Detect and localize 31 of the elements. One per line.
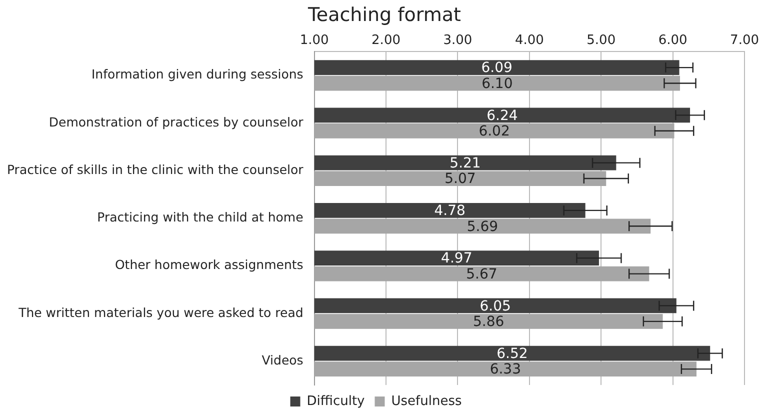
y-tick-label: Demonstration of practices by counselor [48, 114, 304, 130]
data-label: 6.05 [480, 298, 511, 314]
y-tick-label: The written materials you were asked to read [18, 304, 304, 320]
y-tick-label: Information given during sessions [91, 66, 304, 82]
data-label: 6.52 [496, 346, 528, 362]
y-tick-label: Videos [262, 352, 304, 368]
legend-label: Difficulty [306, 394, 366, 409]
data-label: 5.67 [466, 266, 498, 282]
data-label: 4.78 [434, 203, 466, 220]
data-label: 6.33 [490, 362, 521, 378]
y-tick-label: Practice of skills in the clinic with the counselor [6, 162, 304, 177]
data-label: 6.02 [478, 124, 510, 140]
data-label: 6.09 [481, 60, 512, 76]
x-tick-label: 7.00 [730, 33, 760, 48]
x-tick-label: 2.00 [372, 33, 400, 48]
x-tick-label: 5.00 [586, 33, 616, 48]
x-tick-label: 6.00 [658, 33, 688, 48]
chart-title: Teaching format [308, 4, 462, 26]
x-tick-label: 1.00 [300, 33, 329, 48]
data-label: 6.10 [482, 76, 513, 92]
y-tick-label: Other homework assignments [114, 257, 304, 272]
data-label: 5.07 [444, 171, 476, 188]
data-label: 5.86 [472, 314, 504, 330]
data-label: 6.24 [486, 108, 518, 124]
y-tick-label: Practicing with the child at home [97, 210, 304, 225]
x-tick-label: 3.00 [443, 33, 472, 48]
data-label: 4.97 [441, 250, 472, 267]
legend-label: Usefulness [391, 394, 462, 409]
data-label: 5.69 [466, 218, 498, 235]
data-label: 5.21 [450, 155, 481, 172]
x-tick-label: 4.00 [514, 33, 544, 48]
